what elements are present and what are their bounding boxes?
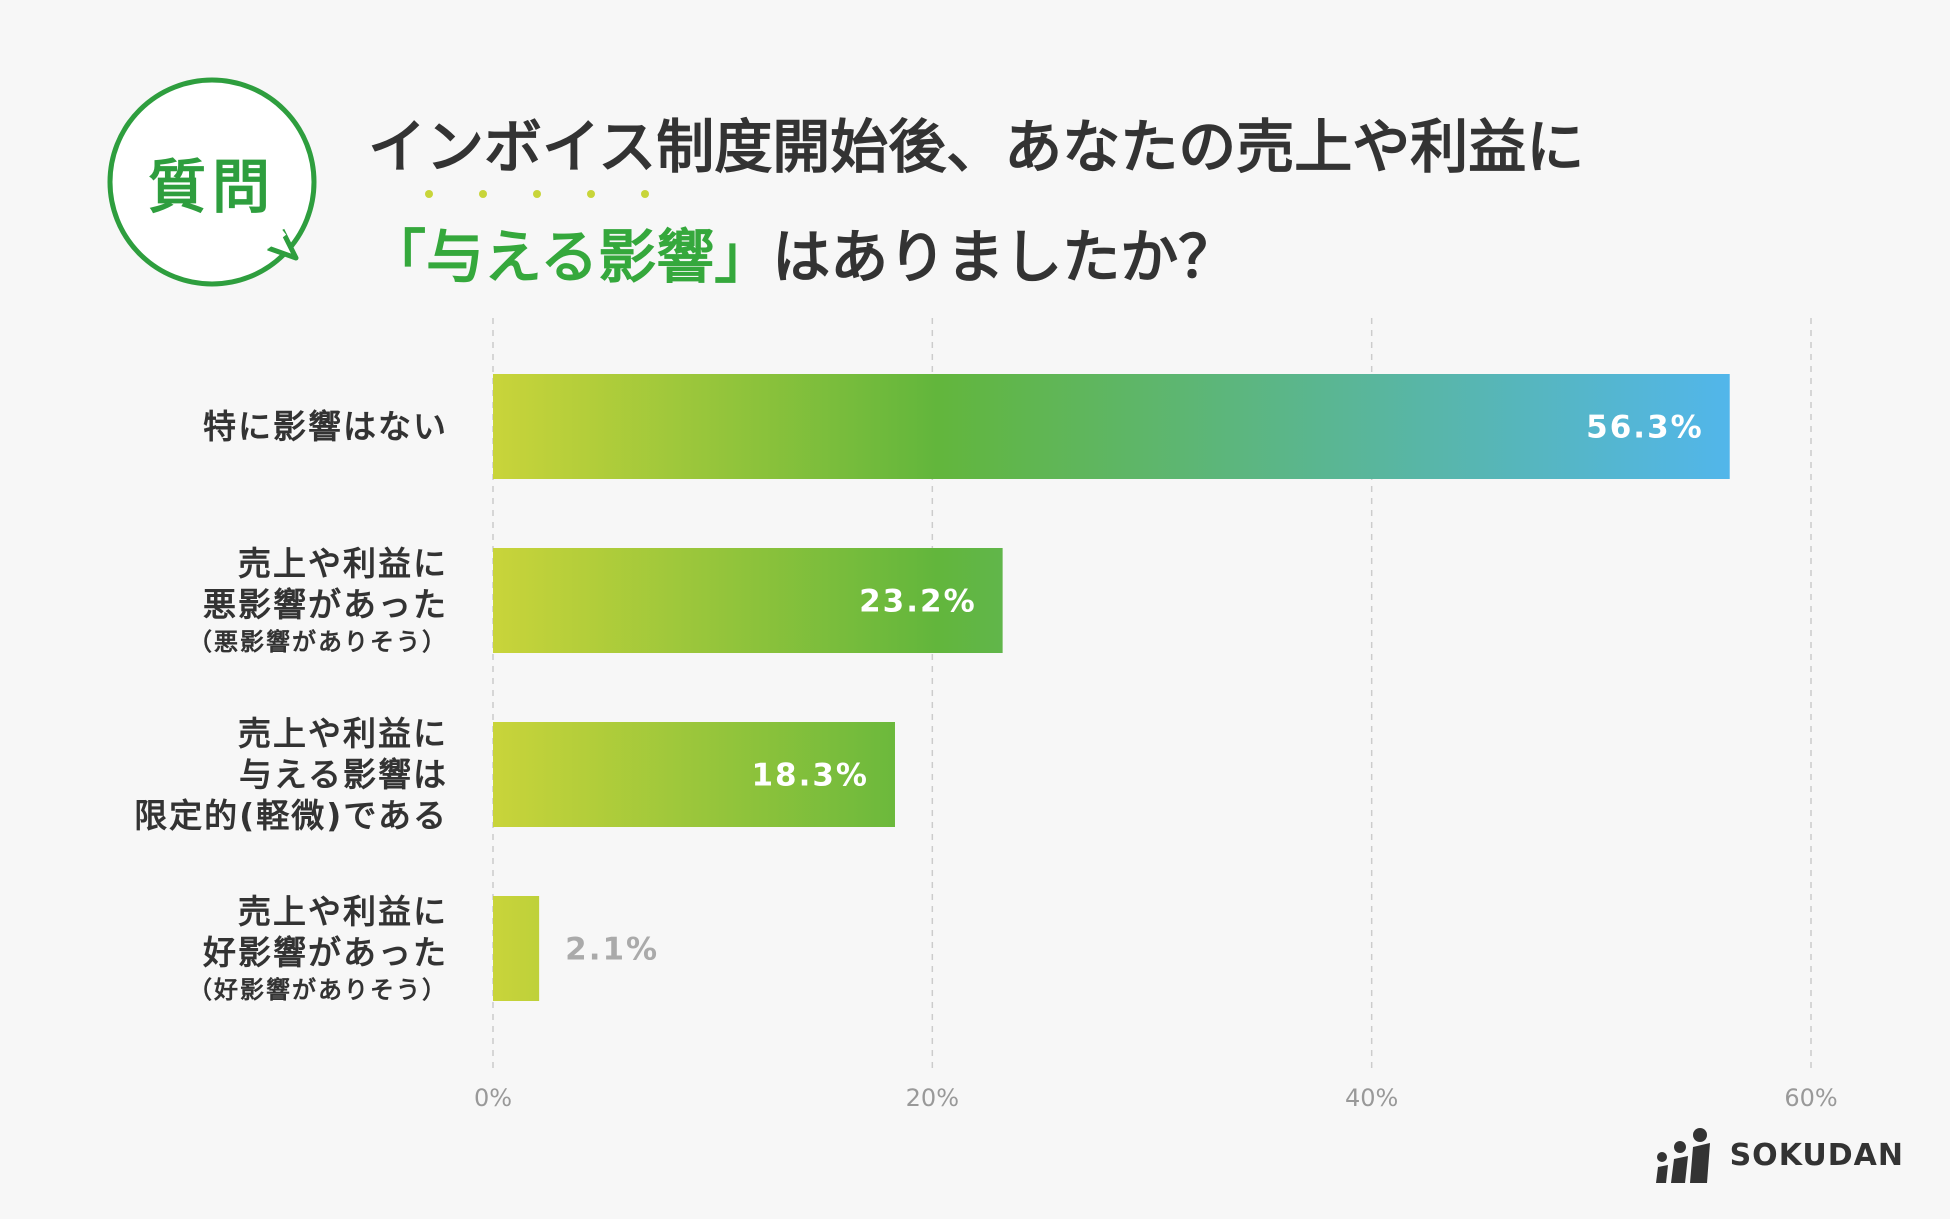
chart-title-line1: インボイス制度開始後、あなたの売上や利益に: [368, 113, 1585, 181]
bar-value-label: 2.1%: [565, 932, 659, 968]
bar-value-label: 23.2%: [859, 584, 977, 620]
x-tick-label: 40%: [1345, 1084, 1398, 1112]
category-label-note: （悪影響がありそう）: [188, 627, 448, 656]
badge-label: 質問: [147, 153, 276, 221]
bar: [493, 722, 895, 827]
sokudan-logo: SOKUDAN: [1654, 1125, 1904, 1185]
chart-title-rest: はありましたか？: [772, 223, 1237, 291]
bar: [493, 374, 1730, 479]
category-label-line: 売上や利益に: [238, 714, 448, 753]
category-label-line: 好影響があった: [203, 932, 448, 972]
chart-title-highlight: 「与える影響」: [368, 223, 773, 291]
category-label-line: 売上や利益に: [238, 543, 448, 583]
x-tick-label: 60%: [1784, 1084, 1837, 1112]
category-label-line: 特に影響はない: [203, 407, 448, 446]
category-label: 特に影響はない: [203, 406, 448, 447]
category-label-line: 限定的(軽微)である: [134, 796, 448, 835]
logo-mark-icon: [1655, 1128, 1710, 1183]
question-badge: 質問: [100, 70, 324, 294]
chart-title-line2: 「与える影響」はありましたか？: [368, 210, 1236, 294]
category-label: 売上や利益に 与える影響は 限定的(軽微)である: [134, 713, 448, 836]
category-label-line: 与える影響は: [238, 755, 448, 794]
bar-value-label: 56.3%: [1586, 410, 1704, 446]
category-label: 売上や利益に 好影響があった （好影響がありそう）: [188, 891, 448, 1007]
x-tick-label: 0%: [474, 1084, 512, 1112]
category-label-note: （好影響がありそう）: [188, 975, 448, 1004]
speech-bubble-icon: [107, 77, 317, 287]
category-label: 売上や利益に 悪影響があった （悪影響がありそう）: [188, 543, 448, 659]
bar-value-label: 18.3%: [751, 758, 869, 794]
logo-text: SOKUDAN: [1729, 1137, 1904, 1173]
category-label-line: 売上や利益に: [238, 891, 448, 931]
bar: [493, 548, 1003, 653]
bar: [493, 896, 540, 1001]
category-label-line: 悪影響があった: [203, 584, 448, 624]
x-tick-label: 20%: [906, 1084, 959, 1112]
